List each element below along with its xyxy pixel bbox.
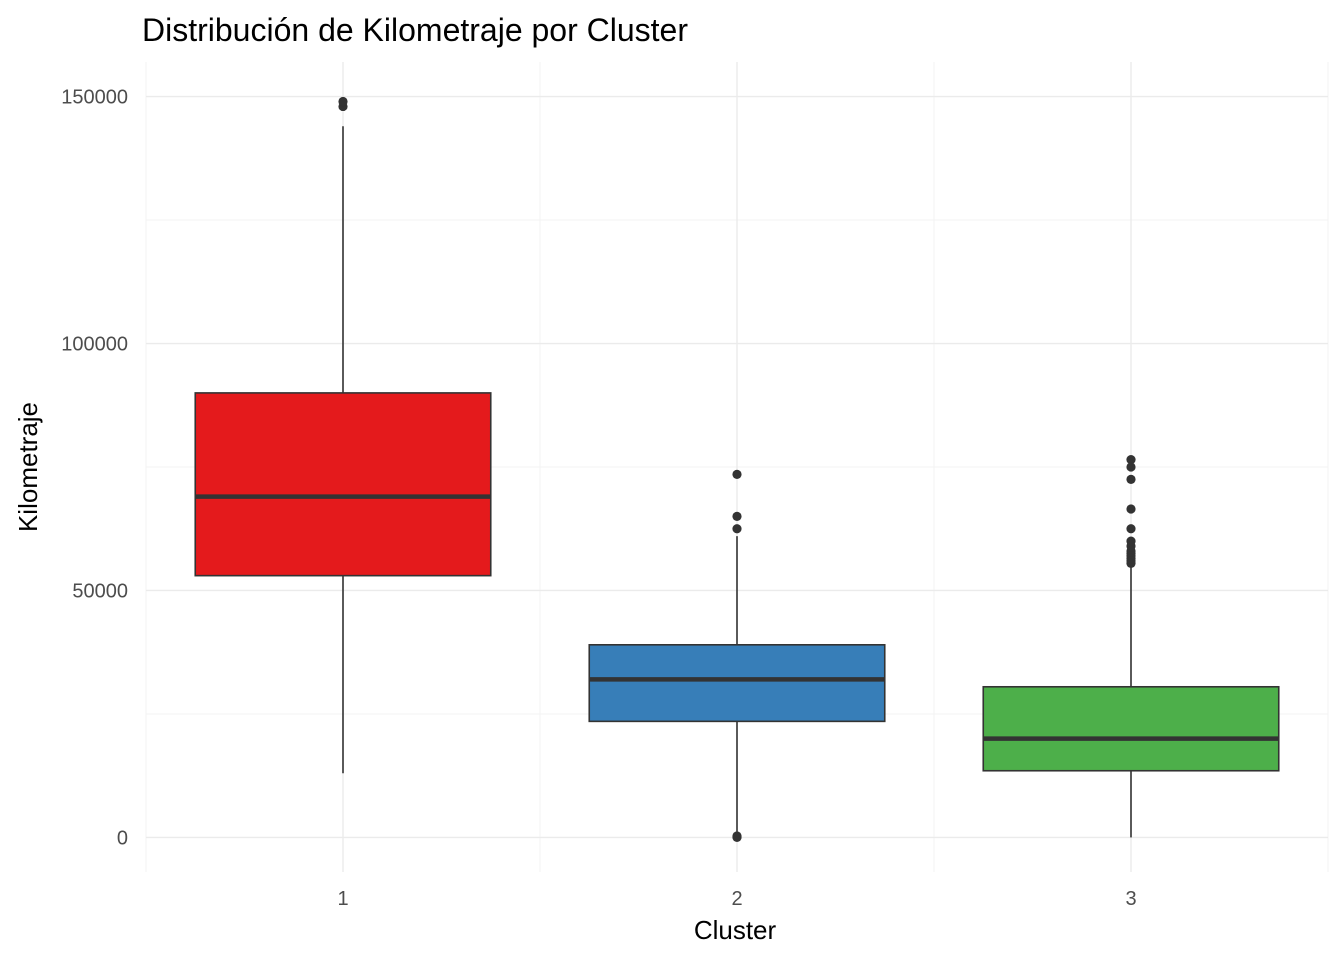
x-tick-label: 2 (731, 888, 742, 910)
outlier-point (1126, 524, 1135, 533)
y-tick-label: 100000 (61, 334, 128, 356)
y-axis-ticks: 0 50000 100000 150000 (61, 87, 128, 850)
box-body (589, 645, 885, 722)
outlier-point (732, 833, 741, 842)
box-body (983, 687, 1279, 771)
outlier-point (1126, 504, 1135, 513)
y-axis-title: Kilometraje (13, 402, 43, 532)
box-cluster-2 (589, 470, 885, 842)
box-body (195, 393, 491, 576)
box-cluster-1 (195, 97, 491, 773)
outlier-point (1126, 475, 1135, 484)
outlier-point (338, 97, 347, 106)
y-tick-label: 150000 (61, 87, 128, 109)
outlier-point (732, 524, 741, 533)
x-tick-label: 1 (337, 888, 348, 910)
outlier-point (1126, 462, 1135, 471)
box-cluster-3 (983, 455, 1279, 837)
y-tick-label: 50000 (72, 580, 128, 602)
outlier-point (1126, 559, 1135, 568)
y-tick-label: 0 (117, 827, 128, 849)
outlier-point (732, 512, 741, 521)
x-axis-ticks: 1 2 3 (337, 888, 1136, 910)
chart-title: Distribución de Kilometraje por Cluster (142, 12, 688, 48)
outlier-point (732, 470, 741, 479)
x-tick-label: 3 (1125, 888, 1136, 910)
x-axis-title: Cluster (694, 915, 777, 945)
